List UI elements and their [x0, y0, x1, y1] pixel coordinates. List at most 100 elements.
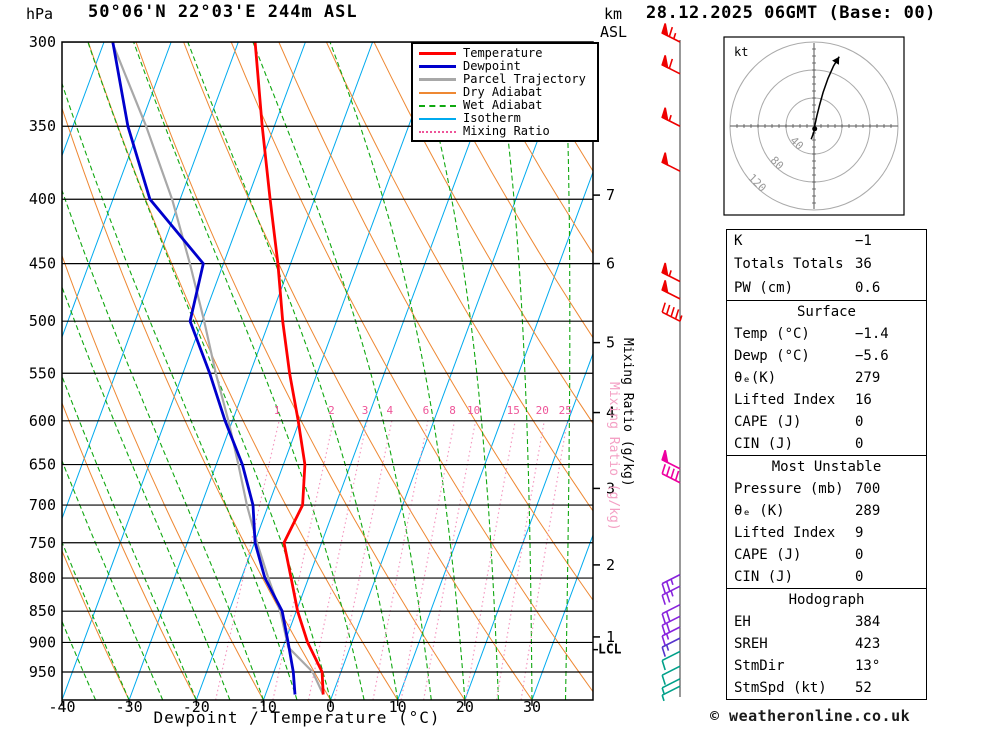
pressure-tick-label: 700: [29, 496, 56, 514]
index-label: Dewp (°C): [734, 347, 810, 364]
index-label: CIN (J): [734, 568, 794, 585]
pressure-tick-label: 350: [29, 117, 56, 135]
svg-text:3: 3: [362, 404, 369, 417]
lcl-label: LCL: [598, 643, 622, 658]
legend-label: Dry Adiabat: [463, 85, 543, 99]
legend-label: Wet Adiabat: [463, 98, 543, 112]
pressure-tick-label: 400: [29, 190, 56, 208]
index-value: 0: [855, 546, 864, 563]
mixing-ratio-lines: [215, 420, 568, 700]
valid-datetime: 28.12.2025 06GMT (Base: 00): [646, 3, 936, 23]
legend-sample-parcel: [419, 78, 456, 81]
index-label: Temp (°C): [734, 325, 810, 342]
svg-text:10: 10: [467, 404, 480, 417]
indices-most-unstable-section: Most Unstable Pressure (mb) 700 θₑ (K) 289 Li…: [727, 454, 926, 588]
section-title: Hodograph: [788, 591, 865, 608]
temp-tick-label: -20: [183, 698, 210, 716]
index-row: θₑ(K) 279: [727, 367, 926, 389]
index-value: 279: [855, 369, 881, 386]
wind-barb: [661, 450, 681, 470]
mixing-ratio-value-labels: 1 2 3 4 6 8 10 15 20 25: [274, 404, 572, 417]
svg-text:8: 8: [449, 404, 456, 417]
index-row: StmDir 13°: [727, 655, 926, 677]
legend: Temperature Dewpoint Parcel Trajectory Dry …: [411, 42, 599, 142]
index-label: θₑ (K): [734, 502, 785, 519]
index-value: 52: [855, 679, 872, 696]
wind-barb: [661, 152, 681, 172]
index-label: Lifted Index: [734, 524, 836, 541]
index-row: PW (cm) 0.6: [727, 277, 926, 300]
index-label: Lifted Index: [734, 391, 836, 408]
index-row: StmSpd (kt) 52: [727, 677, 926, 699]
wind-barb: [661, 573, 681, 594]
index-row: CAPE (J) 0: [727, 544, 926, 566]
wind-barb: [661, 262, 681, 283]
index-label: StmSpd (kt): [734, 679, 827, 696]
temp-tick-label: -40: [48, 698, 75, 716]
temp-tick-label: 30: [523, 698, 541, 716]
wind-barb: [661, 678, 681, 694]
index-row: Temp (°C) −1.4: [727, 323, 926, 345]
index-label: PW (cm): [734, 279, 794, 296]
index-row: CIN (J) 0: [727, 433, 926, 455]
legend-label: Parcel Trajectory: [463, 72, 586, 86]
index-value: 9: [855, 524, 864, 541]
axis-tick-labels: 3003504004505005506006507007508008509009…: [29, 33, 622, 716]
index-row: Pressure (mb) 700: [727, 478, 926, 500]
index-value: 36: [855, 256, 872, 273]
wind-barb: [661, 603, 681, 624]
index-row: SREH 423: [727, 633, 926, 655]
index-value: 16: [855, 391, 872, 408]
mixing-ratio-axis-label: Mixing Ratio (g/kg): [620, 338, 635, 487]
temp-tick-label: -10: [250, 698, 277, 716]
hodograph-trace-arrow: [832, 56, 840, 65]
copyright: © weatheronline.co.uk: [710, 707, 911, 725]
index-value: −5.6: [855, 347, 889, 364]
index-row: θₑ (K) 289: [727, 500, 926, 522]
temperature-curve: [253, 42, 325, 695]
indices-surface-section: Surface Temp (°C) −1.4 Dewp (°C) −5.6 θₑ(K) 27…: [727, 299, 926, 455]
legend-item-parcel: Parcel Trajectory: [419, 73, 597, 86]
index-value: 0: [855, 568, 864, 585]
index-row: Dewp (°C) −5.6: [727, 345, 926, 367]
legend-sample-temperature: [419, 52, 456, 55]
legend-label: Temperature: [463, 46, 543, 60]
wind-barb: [661, 302, 683, 322]
pressure-tick-label: 550: [29, 364, 56, 382]
index-value: 700: [855, 480, 881, 497]
wind-barbs: [661, 23, 683, 702]
index-row: Lifted Index 16: [727, 389, 926, 411]
indices-table: K −1 Totals Totals 36 PW (cm) 0.6 Surface Temp…: [726, 229, 927, 700]
legend-label: Mixing Ratio: [463, 124, 550, 138]
legend-sample-dry-adiabat: [419, 91, 456, 94]
index-row: CIN (J) 0: [727, 566, 926, 588]
legend-sample-mixing-ratio: [419, 130, 456, 133]
svg-text:1: 1: [274, 404, 281, 417]
legend-item-mixing-ratio: Mixing Ratio: [419, 125, 597, 138]
km-tick-label: 3: [606, 479, 615, 497]
index-row: EH 384: [727, 611, 926, 633]
index-label: CAPE (J): [734, 413, 802, 430]
pressure-tick-label: 850: [29, 602, 56, 620]
index-value: 0: [855, 435, 864, 452]
index-value: 0: [855, 413, 864, 430]
wind-barb: [661, 650, 681, 671]
legend-item-wet-adiabat: Wet Adiabat: [419, 99, 597, 112]
wind-barb: [661, 107, 681, 127]
pressure-tick-label: 500: [29, 312, 56, 330]
pressure-tick-label: 750: [29, 534, 56, 552]
wind-barb: [661, 615, 681, 636]
svg-text:2: 2: [328, 404, 335, 417]
legend-sample-wet-adiabat: [419, 104, 456, 107]
legend-item-temperature: Temperature: [419, 47, 597, 60]
legend-sample-dewpoint: [419, 65, 456, 68]
temp-tick-label: 10: [389, 698, 407, 716]
km-tick-label: 6: [606, 255, 615, 273]
index-label: CAPE (J): [734, 546, 802, 563]
index-value: −1.4: [855, 325, 889, 342]
wind-barb: [661, 55, 681, 75]
wind-barb: [661, 585, 681, 605]
pressure-tick-label: 650: [29, 456, 56, 474]
legend-item-dry-adiabat: Dry Adiabat: [419, 86, 597, 99]
svg-text:15: 15: [507, 404, 520, 417]
